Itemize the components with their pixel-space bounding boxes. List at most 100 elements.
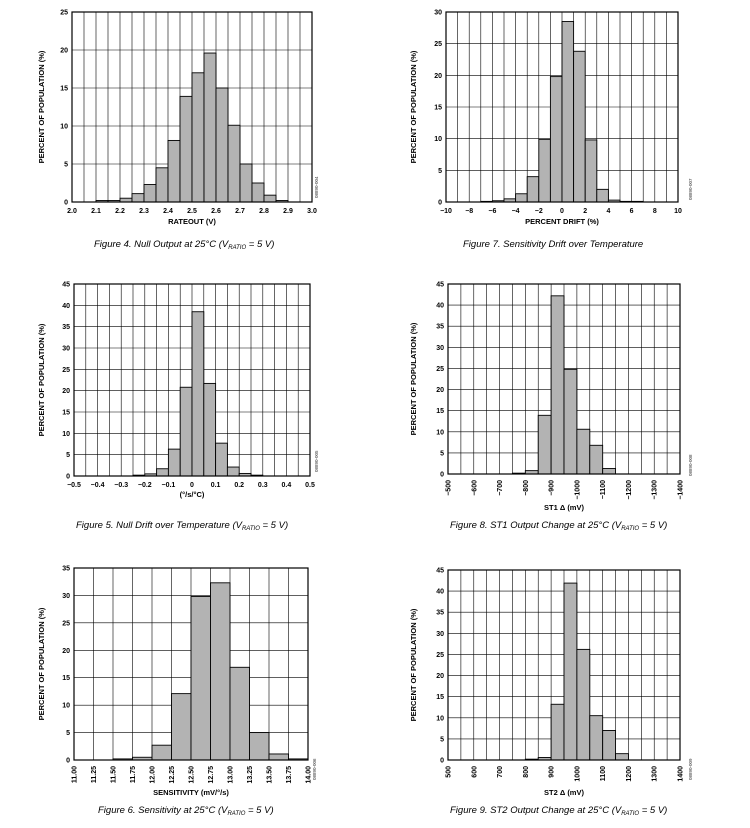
x-tick-label: −0.5: [67, 482, 81, 489]
x-tick-label: 12.00: [150, 766, 157, 784]
figure-5-caption: Figure 5. Null Drift over Temperature (V…: [76, 520, 289, 532]
y-axis-label: PERCENT OF POPULATION (%): [409, 608, 418, 721]
x-tick-label: 13.75: [286, 766, 293, 784]
y-tick-label: 20: [62, 388, 70, 395]
x-tick-label: 0: [190, 482, 194, 489]
y-axis-label: PERCENT OF POPULATION (%): [37, 323, 46, 436]
y-tick-label: 0: [66, 474, 70, 481]
x-tick-label: −10: [440, 208, 452, 215]
x-tick-label: 13.50: [267, 766, 274, 784]
x-tick-label: 2.0: [67, 208, 77, 215]
figure-code: 08890-005: [314, 450, 319, 472]
x-tick-label: 500: [446, 766, 453, 778]
x-tick-label: −600: [471, 480, 478, 496]
x-tick-label: 2.5: [187, 208, 197, 215]
y-tick-label: 35: [436, 324, 444, 331]
figure-7-caption: Figure 7. Sensitivity Drift over Tempera…: [463, 239, 644, 250]
y-tick-label: 25: [434, 41, 442, 48]
x-tick-label: 3.0: [307, 208, 317, 215]
x-tick-label: −700: [497, 480, 504, 496]
y-tick-label: 25: [60, 10, 68, 17]
y-tick-label: 25: [436, 366, 444, 373]
x-tick-label: 1400: [678, 766, 685, 782]
plot-frame: [73, 283, 311, 477]
x-tick-label: 1100: [600, 766, 607, 781]
x-tick-label: 0.2: [234, 482, 244, 489]
figure-code: 08890-006: [312, 758, 317, 780]
x-tick-label: 12.25: [169, 766, 176, 784]
y-tick-label: 15: [62, 675, 70, 682]
x-tick-label: 2.6: [211, 208, 221, 215]
figure-code: 08890-007: [688, 178, 693, 200]
x-tick-label: 10: [674, 208, 682, 215]
histogram-bar: [576, 648, 591, 761]
y-tick-label: 15: [60, 86, 68, 93]
x-tick-label: 11.75: [130, 766, 137, 783]
y-tick-label: 40: [62, 303, 70, 310]
x-tick-label: −1000: [574, 480, 581, 500]
y-tick-label: 0: [64, 200, 68, 207]
figure-4-caption: Figure 4. Null Output at 25°C (VRATIO = …: [94, 239, 275, 251]
y-tick-label: 5: [66, 730, 70, 737]
x-tick-label: 0.3: [258, 482, 268, 489]
x-tick-label: 1200: [626, 766, 633, 782]
histogram-bar: [563, 582, 578, 761]
x-tick-label: −1200: [626, 480, 633, 500]
histogram-bar: [550, 703, 565, 761]
y-axis-label: PERCENT OF POPULATION (%): [37, 50, 46, 163]
x-tick-label: −6: [488, 208, 496, 215]
x-tick-label: −1300: [652, 480, 659, 500]
x-tick-label: 2.8: [259, 208, 269, 215]
y-tick-label: 45: [62, 282, 70, 289]
x-tick-label: 600: [471, 766, 478, 778]
x-axis-label: RATEOUT (V): [168, 217, 216, 226]
x-axis-label: PERCENT DRIFT (%): [525, 217, 599, 226]
x-tick-label: 11.25: [91, 766, 98, 783]
x-tick-label: −2: [535, 208, 543, 215]
x-tick-label: −0.3: [114, 482, 128, 489]
x-tick-label: 12.50: [189, 766, 196, 784]
y-tick-label: 0: [66, 758, 70, 765]
y-tick-label: 30: [436, 631, 444, 638]
y-tick-label: 20: [436, 673, 444, 680]
x-tick-label: 6: [630, 208, 634, 215]
figure-code: 08890-004: [314, 176, 319, 198]
plot-frame: [447, 283, 681, 475]
y-tick-label: 0: [438, 200, 442, 207]
x-tick-label: 1300: [652, 766, 659, 782]
y-tick-label: 20: [62, 648, 70, 655]
y-tick-label: 30: [434, 10, 442, 17]
figure-code: 08890-008: [688, 454, 693, 476]
x-tick-label: 2.1: [91, 208, 101, 215]
x-tick-label: −500: [446, 480, 453, 496]
y-tick-label: 15: [436, 408, 444, 415]
figure-9-caption: Figure 9. ST2 Output Change at 25°C (VRA…: [450, 805, 668, 817]
x-tick-label: −1400: [678, 480, 685, 500]
y-tick-label: 35: [62, 566, 70, 573]
y-tick-label: 30: [62, 593, 70, 600]
x-tick-label: 700: [497, 766, 504, 778]
y-tick-label: 0: [440, 758, 444, 765]
x-tick-label: 11.50: [111, 766, 118, 783]
y-tick-label: 35: [436, 610, 444, 617]
x-tick-label: 0.5: [305, 482, 315, 489]
y-tick-label: 20: [60, 48, 68, 55]
y-tick-label: 5: [66, 452, 70, 459]
figure-code: 08890-009: [688, 758, 693, 780]
y-tick-label: 10: [62, 703, 70, 710]
x-tick-label: −4: [512, 208, 520, 215]
y-tick-label: 15: [436, 694, 444, 701]
x-tick-label: 2.9: [283, 208, 293, 215]
y-tick-label: 5: [64, 162, 68, 169]
x-tick-label: 2.2: [115, 208, 125, 215]
plot-frame: [73, 567, 309, 761]
y-tick-label: 30: [62, 346, 70, 353]
x-tick-label: 12.75: [208, 766, 215, 784]
x-tick-label: 4: [606, 208, 610, 215]
y-tick-label: 10: [434, 136, 442, 143]
